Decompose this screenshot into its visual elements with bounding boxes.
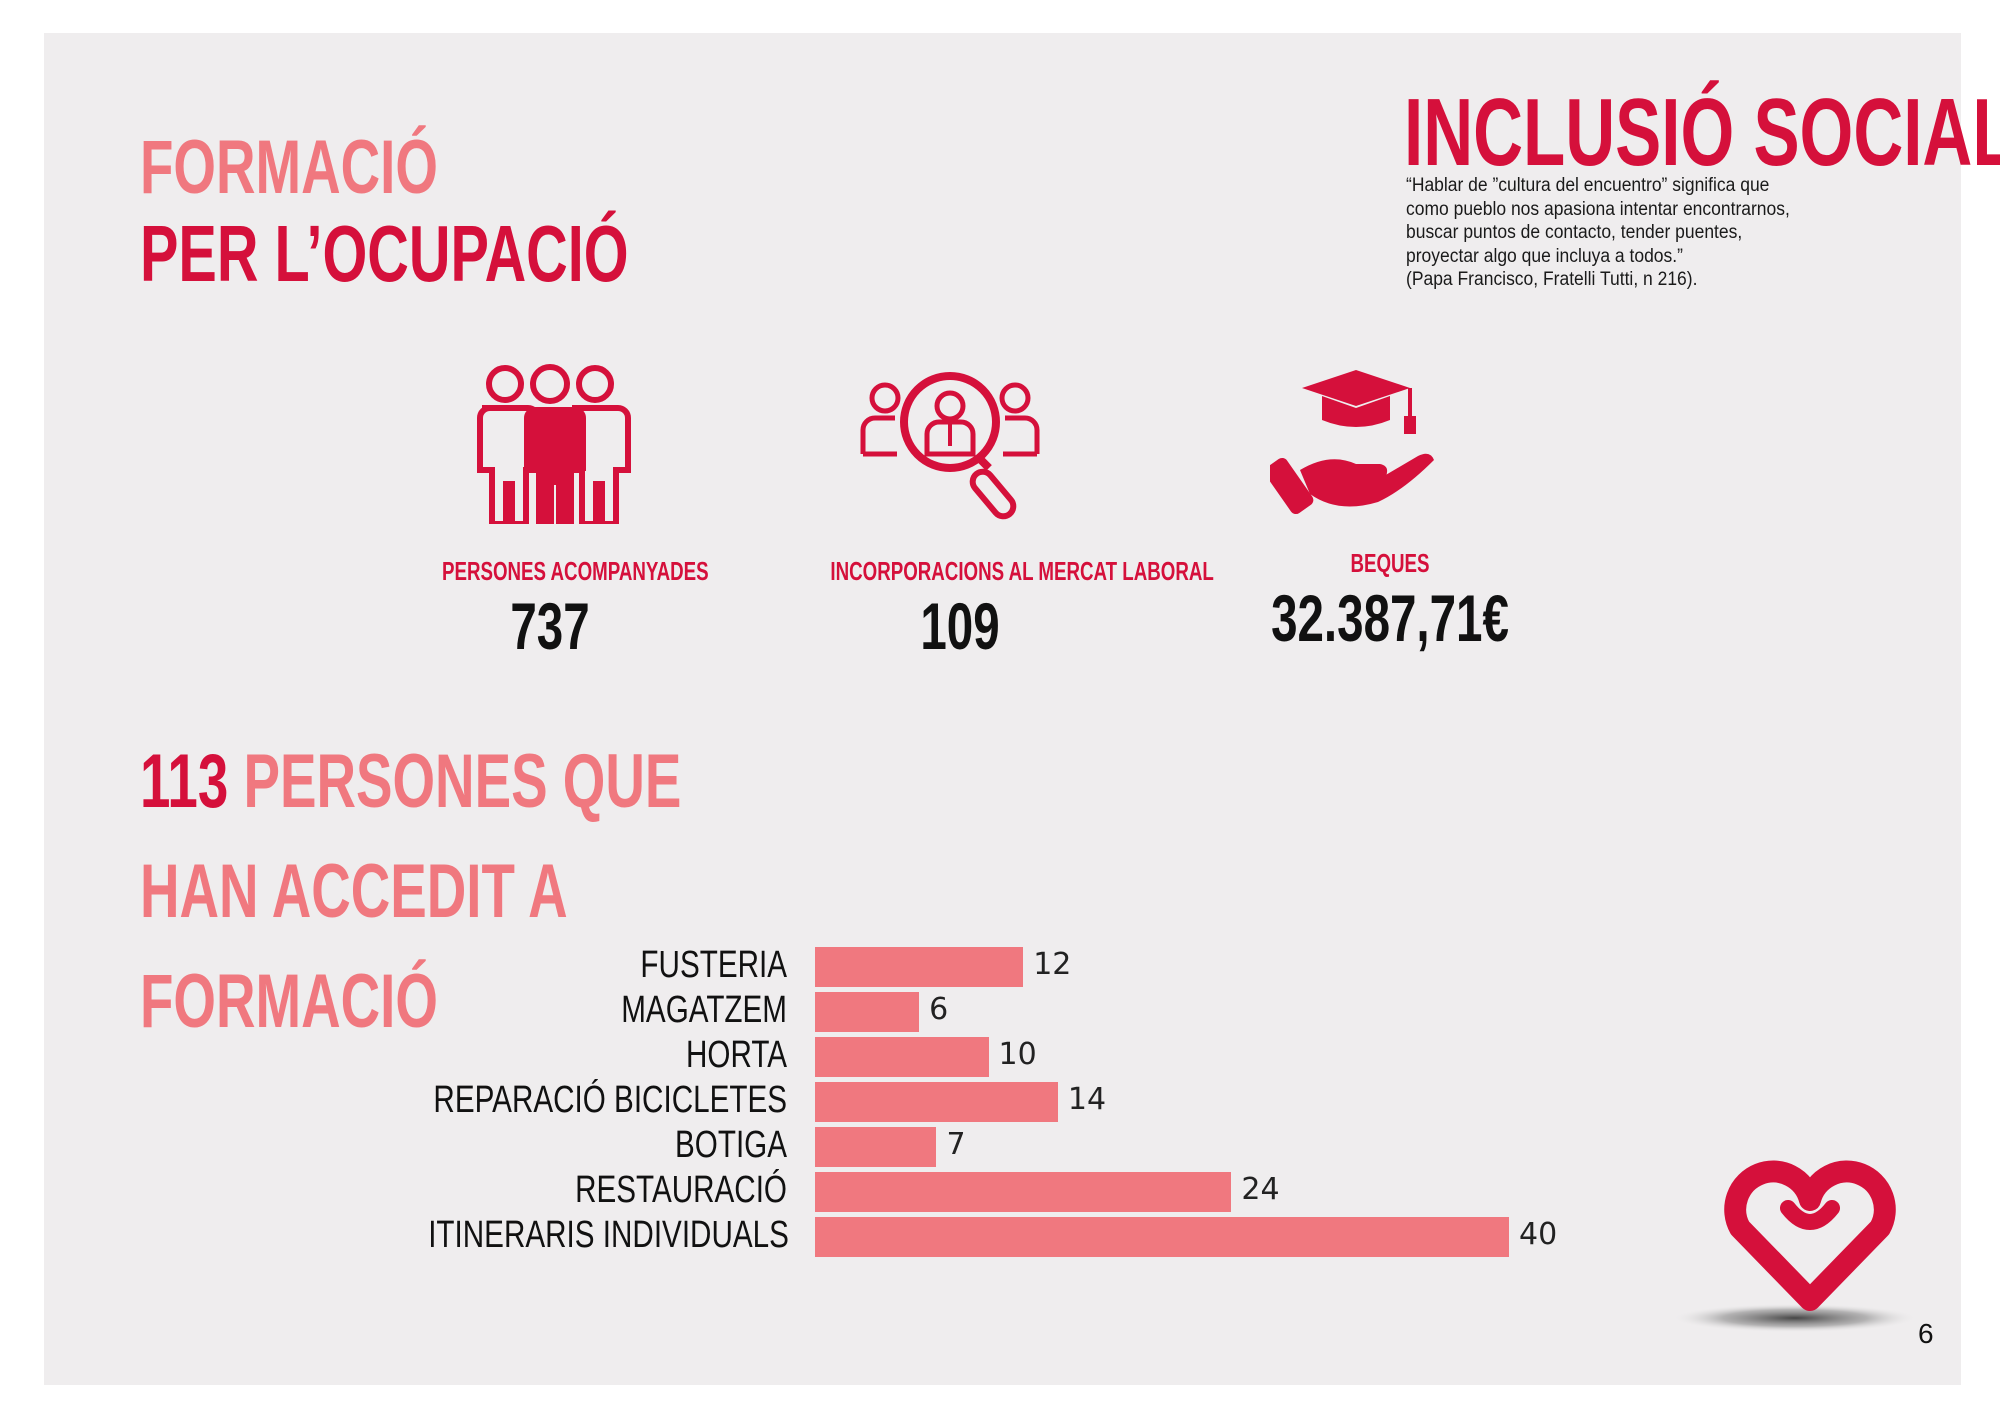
- bar: [815, 1082, 1058, 1122]
- bar: [815, 1127, 937, 1167]
- main-title: INCLUSIÓ SOCIAL: [1404, 79, 2000, 186]
- bar-data-label: 40: [1519, 1217, 1558, 1252]
- bar-category-label: REPARACIÓ BICICLETES: [433, 1079, 787, 1121]
- stat-label: BEQUES: [1350, 548, 1430, 578]
- bar-category-label: BOTIGA: [675, 1124, 787, 1166]
- section-title-line1: FORMACIÓ: [140, 125, 438, 210]
- quote-line: “Hablar de ”cultura del encuentro” signi…: [1406, 175, 1770, 196]
- bar-category-label: MAGATZEM: [621, 989, 787, 1031]
- quote-line: como pueblo nos apasiona intentar encont…: [1406, 198, 1790, 220]
- training-count: 113: [140, 739, 229, 824]
- bar-category-label: RESTAURACIÓ: [575, 1169, 787, 1211]
- bar-category-label: ITINERARIS INDIVIDUALS: [428, 1214, 789, 1256]
- bar-data-label: 6: [929, 992, 949, 1027]
- heart-logo-icon: [1675, 1160, 1915, 1332]
- quote-line: proyectar algo que incluya a todos.”: [1406, 245, 1683, 267]
- training-heading-line2: HAN ACCEDIT A: [140, 849, 568, 934]
- training-heading-line1: 113 PERSONES QUE: [140, 738, 681, 825]
- quote-citation: (Papa Francisco, Fratelli Tutti, n 216).: [1406, 269, 1698, 290]
- stat-value: 32.387,71€: [1271, 581, 1509, 655]
- stat-value: 109: [920, 589, 1000, 663]
- training-heading-text: PERSONES QUE: [243, 739, 682, 824]
- page-panel: [44, 33, 1961, 1385]
- bar-data-label: 7: [946, 1127, 966, 1162]
- section-title-line2: PER L’OCUPACIÓ: [140, 209, 629, 298]
- bar-data-label: 14: [1067, 1082, 1107, 1117]
- stat-label: INCORPORACIONS AL MERCAT LABORAL: [830, 556, 1214, 586]
- quote-line: buscar puntos de contacto, tender puente…: [1406, 222, 1743, 243]
- bar-category-label: HORTA: [685, 1034, 787, 1076]
- bar-data-label: 24: [1241, 1172, 1280, 1207]
- quote-block: “Hablar de ”cultura del encuentro” signi…: [1406, 174, 1838, 292]
- page-number: 6: [1918, 1318, 1934, 1349]
- bar: [815, 947, 1024, 987]
- bar: [815, 992, 920, 1032]
- people-group-icon: [477, 364, 631, 524]
- bar-category-label: FUSTERIA: [640, 944, 787, 986]
- stat-value: 737: [510, 589, 590, 663]
- bar: [815, 1172, 1232, 1212]
- stat-label: PERSONES ACOMPANYADES: [442, 556, 709, 586]
- bar-data-label: 10: [998, 1037, 1037, 1072]
- magnifier-person-icon: [860, 372, 1040, 520]
- bar: [815, 1037, 989, 1077]
- training-heading-line3: FORMACIÓ: [140, 959, 438, 1044]
- bar: [815, 1217, 1509, 1257]
- bar-data-label: 12: [1033, 947, 1072, 982]
- hand-graduation-cap-icon: [1270, 370, 1434, 515]
